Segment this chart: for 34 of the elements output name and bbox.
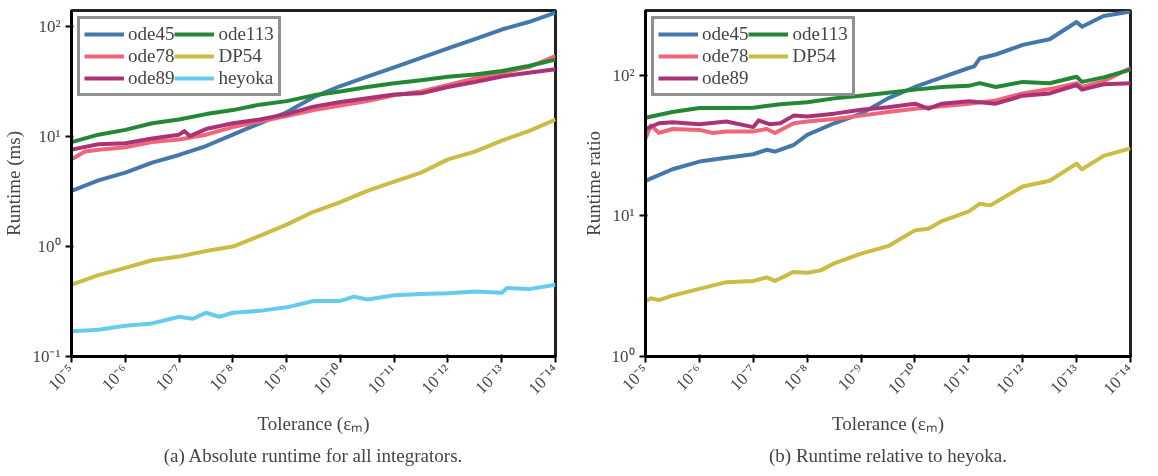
x-tick-label: 10⁻⁷ bbox=[151, 360, 186, 395]
legend-label: ode45 bbox=[128, 23, 175, 45]
x-axis-title: Tolerance (εₘ) bbox=[832, 413, 945, 436]
x-tick-label: 10⁻⁹ bbox=[833, 360, 868, 395]
x-tick-label: 10⁻⁶ bbox=[672, 360, 707, 395]
x-tick-label: 10⁻⁹ bbox=[259, 360, 294, 395]
y-axis-title: Runtime (ms) bbox=[3, 130, 26, 237]
y-tick-label: 10¹ bbox=[38, 127, 61, 147]
x-tick-label: 10⁻⁷ bbox=[726, 360, 761, 395]
legend-label: DP54 bbox=[792, 45, 836, 67]
legend-label: ode89 bbox=[128, 67, 175, 89]
y-tick-label: 10⁰ bbox=[37, 237, 61, 257]
y-tick-label: 10² bbox=[612, 65, 635, 85]
legend-label: ode78 bbox=[128, 45, 175, 67]
text: (a) Absolute runtime for all integrators. bbox=[163, 444, 463, 467]
legend-label: DP54 bbox=[218, 45, 262, 67]
y-tick-label: 10⁻¹ bbox=[32, 347, 61, 366]
x-axis-title: Tolerance (εₘ) bbox=[257, 413, 370, 436]
y-axis-title: Runtime ratio bbox=[582, 130, 604, 237]
x-tick-label: 10⁻⁸ bbox=[779, 360, 814, 395]
y-tick-label: 10¹ bbox=[612, 206, 635, 226]
legend-label: ode113 bbox=[792, 23, 848, 45]
legend-label: ode78 bbox=[702, 45, 749, 67]
x-tick-label: 10⁻⁸ bbox=[205, 360, 240, 395]
text: (b) Runtime relative to heyoka. bbox=[769, 444, 1007, 467]
y-tick-label: 10² bbox=[38, 17, 61, 37]
x-tick-label: 10⁻⁶ bbox=[98, 360, 133, 395]
legend-label: ode113 bbox=[218, 23, 274, 45]
legend-label: ode89 bbox=[702, 67, 749, 89]
legend-label: heyoka bbox=[218, 67, 274, 89]
line-series bbox=[71, 117, 556, 287]
legend-label: ode45 bbox=[702, 23, 749, 45]
y-tick-label: 10⁰ bbox=[611, 347, 635, 366]
line-series bbox=[71, 10, 556, 193]
